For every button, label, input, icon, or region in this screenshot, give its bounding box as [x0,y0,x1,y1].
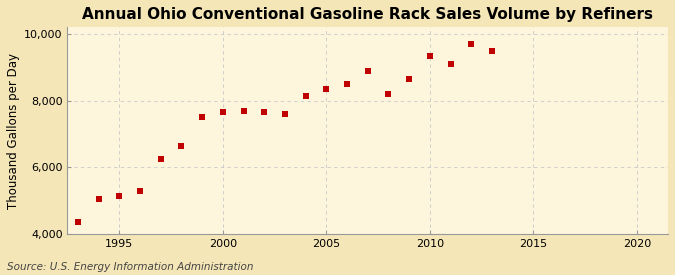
Point [176,143,187,148]
Point [93,197,104,201]
Point [238,108,249,113]
Point [487,48,497,53]
Point [466,42,477,46]
Point [196,115,207,119]
Title: Annual Ohio Conventional Gasoline Rack Sales Volume by Refiners: Annual Ohio Conventional Gasoline Rack S… [82,7,653,22]
Point [217,110,228,114]
Y-axis label: Thousand Gallons per Day: Thousand Gallons per Day [7,53,20,209]
Point [279,112,290,116]
Point [321,87,331,91]
Text: Source: U.S. Energy Information Administration: Source: U.S. Energy Information Administ… [7,262,253,272]
Point [114,193,125,198]
Point [425,53,435,58]
Point [155,157,166,161]
Point [383,92,394,96]
Point [362,68,373,73]
Point [446,62,456,66]
Point [404,77,414,81]
Point [134,188,145,193]
Point [342,82,352,86]
Point [300,94,311,98]
Point [259,110,269,114]
Point [72,220,83,224]
